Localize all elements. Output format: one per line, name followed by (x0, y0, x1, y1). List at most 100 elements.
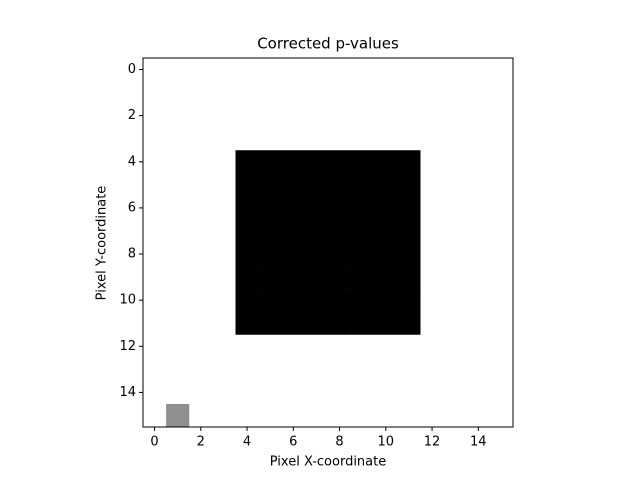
heatmap-cell (443, 311, 468, 336)
heatmap-cell (189, 104, 213, 128)
heatmap-cell (374, 58, 398, 82)
heatmap-cell (166, 196, 190, 220)
heatmap-cell (189, 58, 213, 82)
heatmap-cell (304, 380, 329, 405)
heatmap-cell (328, 104, 352, 128)
heatmap-cell (489, 288, 514, 312)
heatmap-cell (351, 311, 375, 336)
heatmap-cell (328, 242, 352, 266)
heatmap-cell (235, 334, 259, 359)
heatmap-cell (466, 196, 491, 220)
heatmap-cell (235, 265, 259, 289)
heatmap-cell (328, 265, 352, 289)
heatmap-cell (212, 196, 236, 220)
heatmap-cell (397, 150, 421, 174)
heatmap-cell (443, 104, 468, 128)
heatmap-cell (189, 242, 213, 266)
heatmap-cell (351, 58, 375, 82)
heatmap-cell (351, 288, 375, 312)
heatmap-cell (281, 357, 306, 382)
heatmap-cell (189, 81, 213, 105)
heatmap-cell (489, 403, 514, 428)
heatmap-cell (351, 81, 375, 105)
y-tick-label: 14 (119, 385, 136, 400)
heatmap-cell (235, 173, 259, 197)
heatmap-cell (443, 334, 468, 359)
heatmap-cell (258, 219, 283, 243)
heatmap-cell (281, 104, 306, 128)
heatmap-cell (466, 81, 491, 105)
x-tick-label: 0 (150, 435, 158, 450)
heatmap-cell (258, 150, 283, 174)
heatmap-cell (235, 196, 259, 220)
heatmap-cell (212, 265, 236, 289)
heatmap-cell (466, 265, 491, 289)
heatmap-cell (374, 150, 398, 174)
heatmap-cell (466, 242, 491, 266)
heatmap-cell (166, 357, 190, 382)
heatmap-cell (397, 380, 421, 405)
heatmap-cell (443, 127, 468, 151)
heatmap-cell (328, 311, 352, 336)
heatmap-cell (143, 173, 167, 197)
heatmap-cell (235, 104, 259, 128)
heatmap-cell (374, 219, 398, 243)
heatmap-cell (235, 357, 259, 382)
heatmap-cell (328, 81, 352, 105)
heatmap-cell (351, 357, 375, 382)
heatmap-cell (166, 173, 190, 197)
heatmap-cell (281, 242, 306, 266)
heatmap-cell (281, 334, 306, 359)
heatmap-cell (420, 104, 444, 128)
heatmap-cell (189, 357, 213, 382)
heatmap-cell (328, 403, 352, 428)
heatmap-cell (374, 173, 398, 197)
heatmap-cell (397, 104, 421, 128)
heatmap-cell (166, 288, 190, 312)
heatmap-cell (258, 265, 283, 289)
heatmap-cell (281, 196, 306, 220)
heatmap-cell (189, 380, 213, 405)
heatmap-cell (397, 81, 421, 105)
heatmap-cell (420, 357, 444, 382)
heatmap-cell (189, 127, 213, 151)
heatmap-cell (189, 311, 213, 336)
heatmap-cell (281, 288, 306, 312)
heatmap-cell (351, 219, 375, 243)
heatmap-cell (466, 219, 491, 243)
heatmap-cell (374, 265, 398, 289)
heatmap-cell (420, 311, 444, 336)
heatmap-cell (374, 196, 398, 220)
y-tick-label: 6 (128, 200, 136, 215)
heatmap-cell (143, 127, 167, 151)
heatmap-cell (281, 403, 306, 428)
heatmap-cell (489, 173, 514, 197)
x-tick-label: 8 (335, 435, 343, 450)
heatmap-cell (443, 219, 468, 243)
y-tick-label: 0 (128, 62, 136, 77)
heatmap-cell (351, 173, 375, 197)
heatmap-cell (212, 288, 236, 312)
chart-title: Corrected p-values (257, 35, 399, 53)
heatmap-cell (212, 150, 236, 174)
heatmap-cell (443, 357, 468, 382)
heatmap-cell (466, 311, 491, 336)
heatmap-cell (258, 288, 283, 312)
heatmap-cell (166, 311, 190, 336)
heatmap-cell (443, 380, 468, 405)
heatmap-cell (304, 288, 329, 312)
heatmap-cell (374, 81, 398, 105)
heatmap-cell (281, 380, 306, 405)
heatmap-cell (166, 242, 190, 266)
heatmap-cell (489, 265, 514, 289)
heatmap-cell (143, 242, 167, 266)
heatmap-cell (397, 288, 421, 312)
heatmap-cell (235, 403, 259, 428)
heatmap-cell (304, 196, 329, 220)
heatmap-cell (328, 380, 352, 405)
heatmap-cell (489, 127, 514, 151)
heatmap-cell (304, 150, 329, 174)
heatmap-cell (328, 288, 352, 312)
heatmap-cell (328, 196, 352, 220)
heatmap-cell (212, 58, 236, 82)
